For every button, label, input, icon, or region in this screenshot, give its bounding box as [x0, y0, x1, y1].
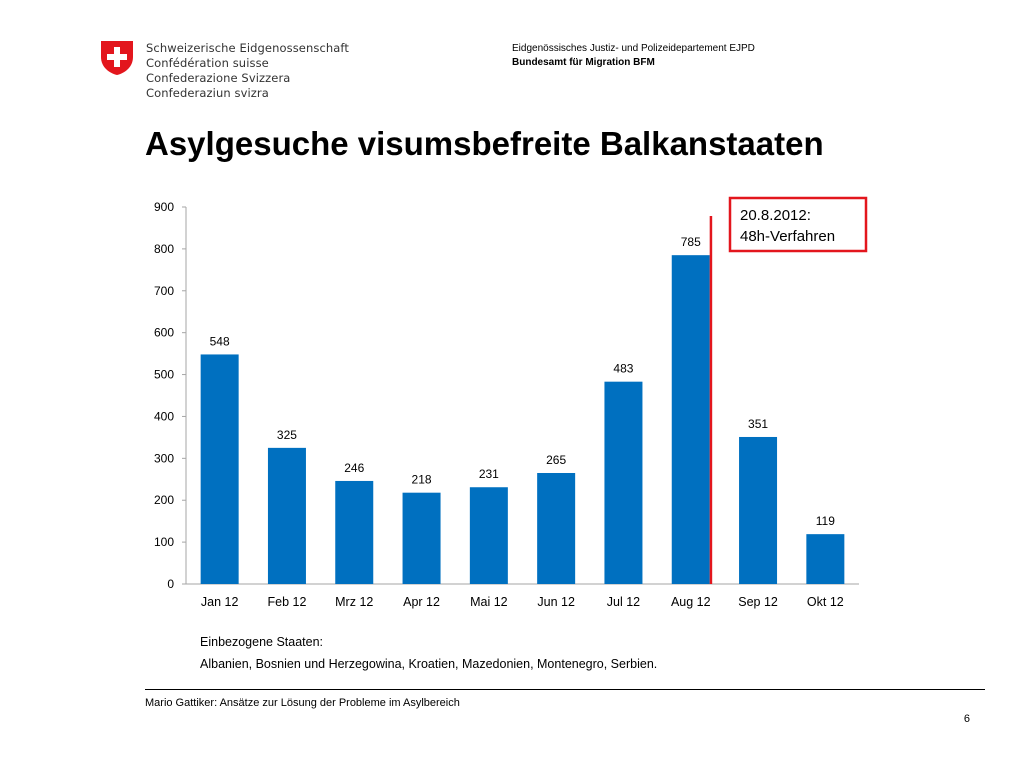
y-tick-label: 100	[154, 535, 174, 549]
confederation-name-fr: Confédération suisse	[146, 56, 269, 70]
confederation-name-it: Confederazione Svizzera	[146, 71, 291, 85]
swiss-coat-of-arms-logo	[101, 41, 133, 75]
bar	[402, 492, 441, 584]
y-tick-label: 800	[154, 242, 174, 256]
x-tick-label: Okt 12	[807, 595, 844, 609]
bar	[200, 354, 239, 584]
footer-text: Mario Gattiker: Ansätze zur Lösung der P…	[145, 697, 460, 709]
y-tick-label: 700	[154, 284, 174, 298]
bar-value-label: 231	[479, 467, 499, 481]
y-tick-label: 600	[154, 326, 174, 340]
bar-value-label: 119	[816, 514, 835, 528]
confederation-names: Schweizerische Eidgenossenschaft Confédé…	[146, 41, 349, 101]
y-tick-label: 400	[154, 409, 174, 423]
x-tick-label: Jul 12	[607, 595, 640, 609]
notes-heading: Einbezogene Staaten:	[200, 635, 324, 649]
bar	[671, 255, 710, 584]
y-tick-label: 900	[154, 200, 174, 214]
x-tick-label: Aug 12	[671, 595, 711, 609]
annotation-procedure: 48h-Verfahren	[740, 228, 835, 245]
bar-value-label: 265	[546, 453, 566, 467]
x-tick-label: Mrz 12	[335, 595, 373, 609]
bar	[739, 436, 778, 584]
bar	[537, 472, 576, 584]
chart-notes: Einbezogene Staaten: Albanien, Bosnien u…	[200, 631, 657, 675]
bar-value-label: 246	[344, 461, 364, 475]
bar	[469, 487, 508, 584]
y-tick-label: 200	[154, 493, 174, 507]
x-tick-label: Mai 12	[470, 595, 508, 609]
bar	[604, 381, 643, 584]
bar-value-label: 785	[681, 235, 701, 249]
bar-value-label: 325	[277, 428, 297, 442]
bar-value-label: 218	[412, 473, 432, 487]
x-tick-label: Sep 12	[738, 595, 778, 609]
annotation-box	[728, 196, 868, 253]
y-tick-label: 0	[167, 577, 174, 591]
x-tick-label: Apr 12	[403, 595, 440, 609]
bar	[806, 534, 845, 584]
x-tick-label: Jan 12	[201, 595, 239, 609]
annotation-date: 20.8.2012:	[740, 207, 811, 224]
footer-divider	[145, 689, 985, 690]
department-block: Eidgenössisches Justiz- und Polizeidepar…	[512, 42, 755, 70]
page-number: 6	[963, 713, 970, 725]
office-name: Bundesamt für Migration BFM	[512, 57, 655, 68]
y-tick-label: 500	[154, 368, 174, 382]
bar	[335, 480, 374, 584]
slide-title: Asylgesuche visumsbefreite Balkanstaaten	[145, 125, 824, 162]
bar-value-label: 483	[613, 362, 633, 376]
bar-value-label: 351	[748, 417, 768, 431]
x-tick-label: Feb 12	[267, 595, 306, 609]
y-tick-label: 300	[154, 451, 174, 465]
bar	[267, 447, 306, 584]
bar-value-label: 548	[210, 334, 230, 348]
confederation-name-rm: Confederaziun svizra	[146, 86, 269, 100]
x-tick-label: Jun 12	[537, 595, 575, 609]
confederation-name-de: Schweizerische Eidgenossenschaft	[146, 41, 349, 55]
notes-countries: Albanien, Bosnien und Herzegowina, Kroat…	[200, 657, 658, 671]
department-name: Eidgenössisches Justiz- und Polizeidepar…	[512, 43, 755, 54]
